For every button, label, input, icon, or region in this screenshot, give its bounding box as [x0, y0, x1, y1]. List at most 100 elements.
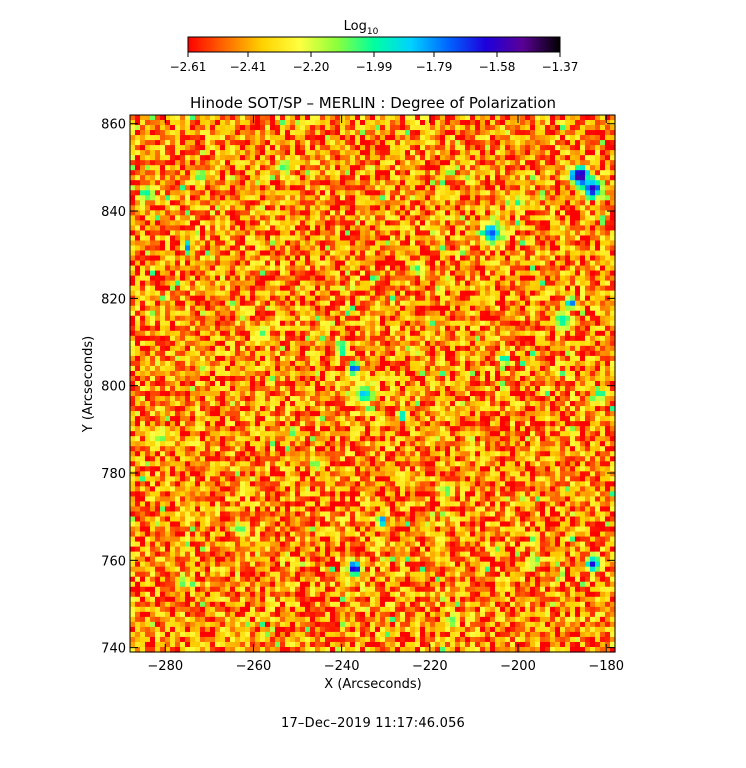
heatmap-cell: [580, 270, 586, 277]
heatmap-cell: [575, 240, 581, 247]
heatmap-cell: [260, 160, 266, 166]
heatmap-cell: [555, 360, 561, 367]
heatmap-cell: [575, 160, 581, 166]
heatmap-cell: [565, 270, 571, 277]
heatmap-cell: [265, 340, 271, 347]
heatmap-cell: [505, 275, 511, 282]
heatmap-cell: [485, 150, 491, 156]
heatmap-cell: [240, 260, 246, 267]
heatmap-cell: [515, 335, 521, 342]
heatmap-cell: [210, 240, 216, 247]
heatmap-cell: [250, 215, 256, 221]
heatmap-cell: [265, 260, 271, 267]
heatmap-cell: [590, 140, 596, 146]
heatmap-cell: [250, 255, 256, 262]
heatmap-cell: [595, 295, 601, 302]
heatmap-cell: [585, 135, 591, 141]
heatmap-cell: [335, 155, 341, 161]
heatmap-cell: [575, 200, 581, 206]
heatmap-cell: [550, 245, 556, 252]
heatmap-cell: [260, 325, 266, 332]
heatmap-cell: [535, 340, 541, 347]
heatmap-cell: [580, 290, 586, 297]
heatmap-cell: [295, 140, 301, 146]
heatmap-cell: [410, 155, 416, 161]
heatmap-cell: [530, 125, 536, 131]
heatmap-cell: [305, 170, 311, 176]
heatmap-cell: [450, 300, 456, 307]
heatmap-cell: [190, 225, 196, 232]
heatmap-cell: [250, 140, 256, 146]
heatmap-cell: [345, 250, 351, 257]
heatmap-cell: [220, 210, 226, 216]
heatmap-cell: [210, 355, 216, 362]
heatmap-cell: [610, 165, 616, 171]
heatmap-cell: [265, 250, 271, 257]
heatmap-cell: [560, 325, 566, 332]
heatmap-cell: [575, 350, 581, 357]
heatmap-cell: [230, 255, 236, 262]
heatmap-cell: [215, 365, 221, 372]
heatmap-cell: [470, 310, 476, 317]
heatmap-cell: [460, 340, 466, 347]
heatmap-cell: [535, 290, 541, 297]
heatmap-cell: [130, 345, 136, 352]
heatmap-cell: [420, 225, 426, 232]
heatmap-cell: [200, 215, 206, 221]
heatmap-cell: [300, 235, 306, 242]
heatmap-cell: [170, 180, 176, 186]
heatmap-cell: [410, 160, 416, 166]
heatmap-cell: [455, 305, 461, 312]
heatmap-cell: [410, 145, 416, 151]
heatmap-cell: [550, 250, 556, 257]
heatmap-cell: [430, 340, 436, 347]
heatmap-cell: [320, 280, 326, 287]
heatmap-cell: [580, 315, 586, 322]
heatmap-cell: [145, 240, 151, 247]
heatmap-cell: [555, 340, 561, 347]
heatmap-cell: [485, 365, 491, 372]
heatmap-cell: [255, 280, 261, 287]
heatmap-cell: [470, 155, 476, 161]
heatmap-cell: [570, 190, 576, 196]
heatmap-cell: [155, 225, 161, 232]
heatmap-cell: [530, 160, 536, 166]
heatmap-cell: [185, 285, 191, 292]
heatmap-cell: [590, 165, 596, 171]
heatmap-cell: [355, 240, 361, 247]
heatmap-cell: [510, 120, 516, 126]
heatmap-cell: [375, 145, 381, 151]
heatmap-cell: [155, 255, 161, 262]
heatmap-cell: [495, 200, 501, 206]
heatmap-cell: [255, 250, 261, 257]
heatmap-cell: [530, 320, 536, 327]
heatmap-cell: [305, 310, 311, 317]
heatmap-cell: [150, 265, 156, 272]
heatmap-cell: [570, 255, 576, 262]
heatmap-cell: [330, 155, 336, 161]
heatmap-cell: [565, 235, 571, 242]
heatmap-cell: [165, 230, 171, 237]
heatmap-cell: [365, 275, 371, 282]
heatmap-cell: [140, 365, 146, 372]
heatmap-cell: [195, 350, 201, 357]
heatmap-cell: [205, 240, 211, 247]
heatmap-cell: [495, 135, 501, 141]
heatmap-cell: [520, 155, 526, 161]
heatmap-cell: [215, 355, 221, 362]
heatmap-cell: [285, 315, 291, 322]
heatmap-cell: [160, 145, 166, 151]
heatmap-cell: [290, 290, 296, 297]
heatmap-cell: [175, 330, 181, 337]
heatmap-cell: [510, 200, 516, 206]
heatmap-cell: [425, 115, 431, 121]
heatmap-cell: [480, 270, 486, 277]
heatmap-cell: [135, 175, 141, 181]
heatmap-cell: [365, 225, 371, 232]
heatmap-cell: [225, 170, 231, 176]
heatmap-cell: [295, 220, 301, 227]
heatmap-cell: [240, 200, 246, 206]
heatmap-cell: [325, 340, 331, 347]
heatmap-cell: [155, 230, 161, 237]
heatmap-cell: [330, 320, 336, 327]
